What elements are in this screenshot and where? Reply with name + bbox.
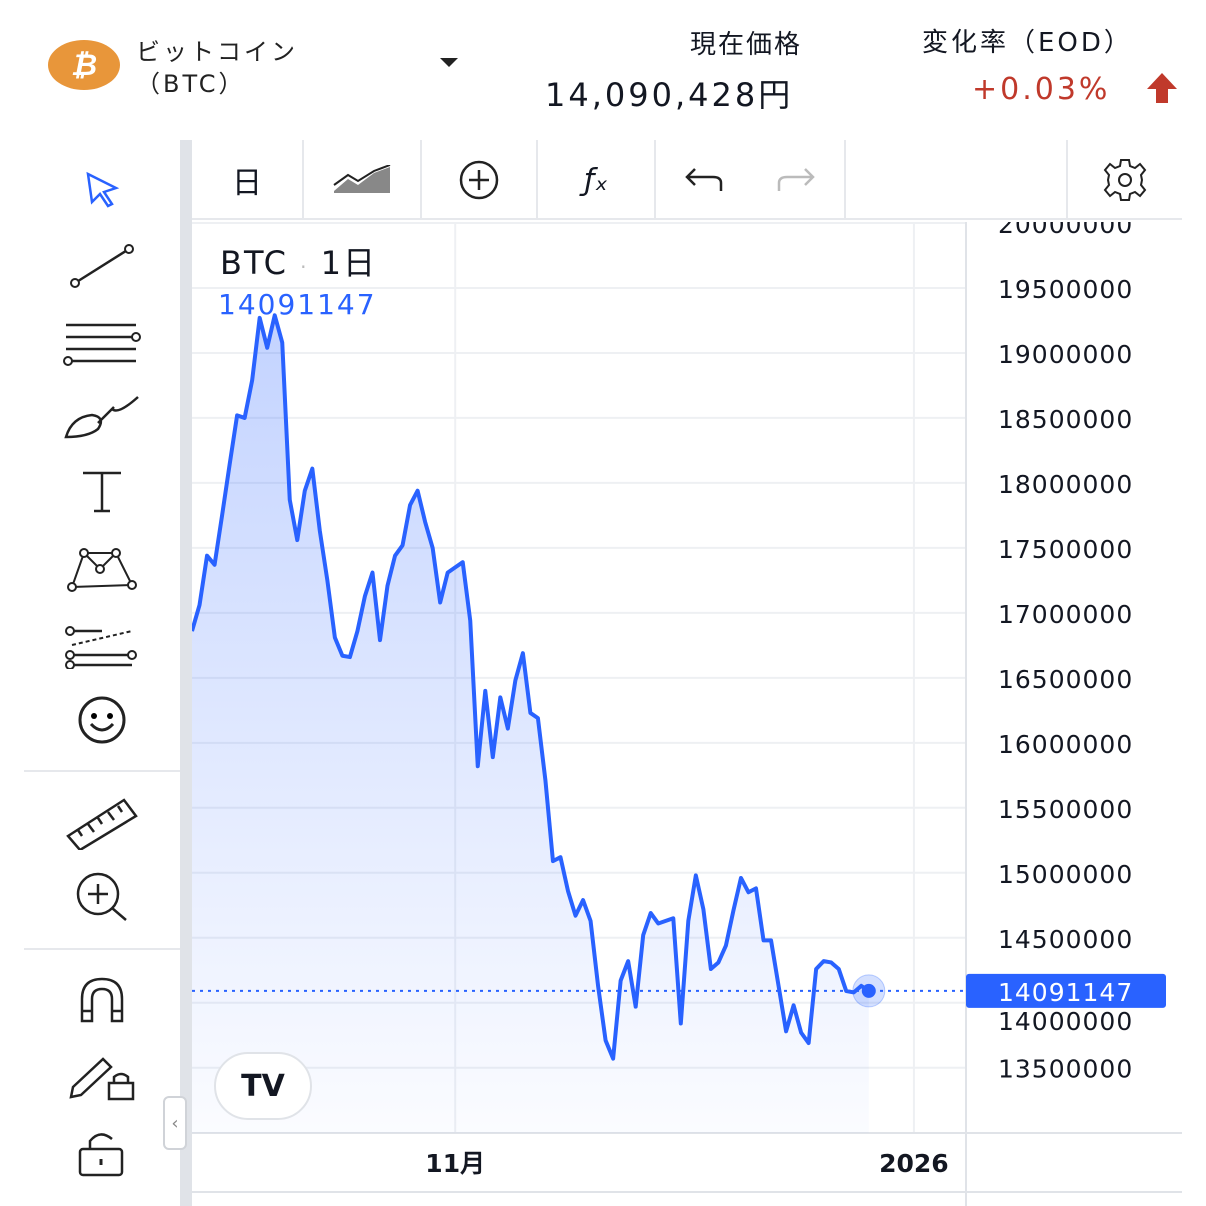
change-value: +0.03% [972, 72, 1111, 107]
collapse-toolbar-button[interactable]: ‹ [163, 1096, 187, 1150]
cursor-icon[interactable] [62, 160, 142, 220]
arrow-up-icon [1147, 73, 1177, 103]
price-label: 現在価格 [690, 30, 803, 60]
y-tick-label: 20000000 [998, 222, 1133, 239]
ruler-icon[interactable] [62, 792, 142, 852]
coin-selector[interactable]: ビットコイン （BTC） [136, 36, 298, 100]
price-line [192, 313, 870, 1061]
forecast-icon[interactable] [62, 614, 142, 674]
parallel-lines-icon[interactable] [62, 312, 142, 372]
fx-button[interactable]: ƒₓ [538, 140, 656, 220]
legend-interval: 1日 [320, 244, 378, 282]
last-price-badge [966, 973, 1166, 1008]
chart-type-button[interactable] [304, 140, 422, 220]
coin-ticker: （BTC） [136, 70, 246, 98]
price-value: 14,090,428円 [545, 76, 794, 114]
y-tick-label: 18000000 [998, 470, 1133, 499]
fx-icon: ƒₓ [584, 162, 608, 198]
text-icon[interactable] [62, 462, 142, 522]
x-tick-label: 11月 [425, 1149, 485, 1178]
drawing-toolbar [0, 140, 180, 1206]
coin-name: ビットコイン [136, 38, 298, 66]
add-indicator-icon [459, 160, 499, 200]
y-tick-label: 15000000 [998, 860, 1133, 889]
y-tick-label: 17000000 [998, 600, 1133, 629]
toolbar-divider [180, 140, 192, 1206]
settings-button[interactable] [1066, 140, 1182, 220]
last-point [861, 983, 876, 998]
y-tick-label: 17500000 [998, 535, 1133, 564]
trend-line-icon[interactable] [62, 236, 142, 296]
unlock-icon[interactable] [62, 1124, 142, 1184]
price-chart[interactable]: 20000000 19500000 19000000 18500000 18000000… [192, 222, 1182, 1206]
y-tick-label: 14500000 [998, 925, 1133, 954]
chart-legend: BTC · 1日 [220, 238, 377, 284]
undo-redo-group [656, 140, 846, 220]
y-tick-label: 19500000 [998, 275, 1133, 304]
chart-type-icon [333, 165, 391, 193]
lock-drawing-icon[interactable] [62, 1046, 142, 1106]
add-indicator-button[interactable] [422, 140, 538, 220]
bitcoin-icon: ₿ [48, 40, 120, 90]
change-label: 変化率（EOD） [922, 28, 1133, 58]
chevron-down-icon[interactable] [440, 58, 458, 67]
legend-symbol: BTC [220, 244, 288, 282]
legend-dot: · [300, 255, 309, 279]
brush-icon[interactable] [62, 388, 142, 448]
price-area [192, 315, 869, 1133]
zoom-in-icon[interactable] [62, 866, 142, 926]
toolbar-separator [24, 770, 180, 772]
interval-label: 日 [232, 166, 262, 201]
emoji-icon[interactable] [62, 690, 142, 750]
y-tick-label: 14000000 [998, 1007, 1133, 1036]
pattern-icon[interactable] [62, 538, 142, 598]
x-tick-label: 2026 [879, 1149, 949, 1178]
y-tick-label: 13500000 [998, 1055, 1133, 1084]
y-tick-label: 16500000 [998, 665, 1133, 694]
gear-icon [1103, 159, 1147, 201]
redo-icon[interactable] [777, 167, 817, 193]
y-tick-label: 18500000 [998, 405, 1133, 434]
logo-text: TV [241, 1068, 285, 1104]
y-tick-label: 15500000 [998, 795, 1133, 824]
tradingview-logo[interactable]: TV [214, 1052, 312, 1120]
last-price-label: 14091147 [998, 978, 1133, 1007]
undo-icon[interactable] [683, 167, 723, 193]
toolbar-separator [24, 948, 180, 950]
y-tick-label: 16000000 [998, 730, 1133, 759]
magnet-icon[interactable] [62, 970, 142, 1030]
interval-button[interactable]: 日 [192, 140, 304, 220]
legend-value: 14091147 [218, 288, 377, 321]
top-toolbar: 日 ƒₓ [192, 140, 1182, 220]
y-tick-label: 19000000 [998, 340, 1133, 369]
